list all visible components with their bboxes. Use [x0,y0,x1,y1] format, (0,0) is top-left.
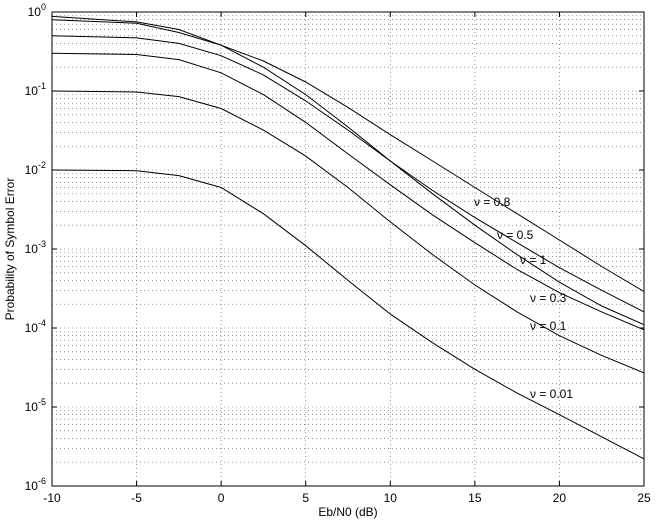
plot-frame [51,11,645,487]
y-axis-label: Probability of Symbol Error [3,178,17,321]
series-label: ν = 0.1 [530,319,567,333]
series-line [51,15,645,326]
x-tick-label: 5 [302,491,309,505]
series-label: ν = 0.01 [530,387,573,401]
series-label: ν = 1 [520,253,547,267]
x-tick-label: 25 [637,491,651,505]
x-tick-label: -10 [43,491,61,505]
series-line [51,169,645,460]
y-tick-label: 10-1 [25,81,46,98]
series-label: ν = 0.8 [474,195,511,209]
series-line [51,52,645,331]
series-label: ν = 0.5 [497,228,534,242]
x-axis-label: Eb/N0 (dB) [318,505,377,519]
y-tick-label: 10-2 [25,160,46,177]
series-label: ν = 0.3 [530,291,567,305]
y-tick-label: 10-4 [25,318,46,335]
series-line [51,35,645,313]
x-tick-label: 10 [384,491,398,505]
x-tick-label: 0 [218,491,225,505]
y-tick-label: 10-5 [25,397,46,414]
x-tick-label: 15 [468,491,482,505]
x-tick-label: -5 [131,491,142,505]
series-line [51,90,645,374]
y-tick-label: 10-3 [25,239,46,256]
y-tick-label: 10-6 [25,476,46,493]
x-tick-label: 20 [553,491,567,505]
series-line [51,19,645,292]
y-tick-label: 100 [28,2,46,19]
